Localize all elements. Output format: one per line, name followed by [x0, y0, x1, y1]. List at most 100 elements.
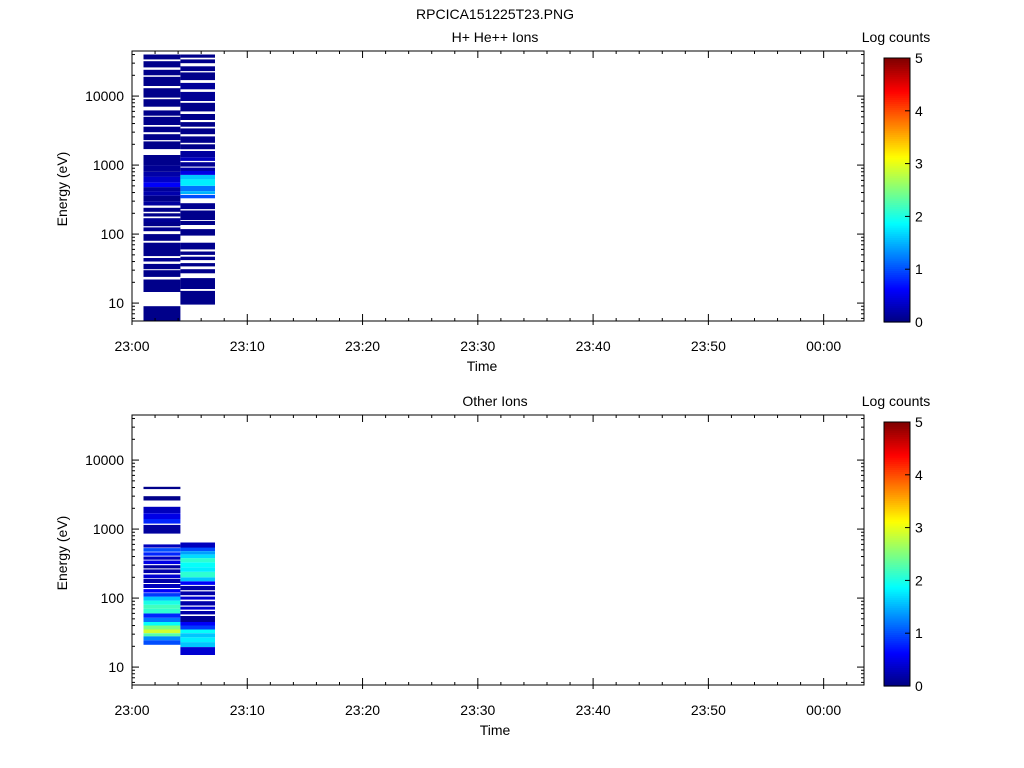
heatmap-cell: [143, 201, 181, 206]
colorbar-segment: [884, 101, 910, 104]
colorbar-segment: [884, 249, 910, 253]
colorbar-segment: [884, 448, 910, 452]
heatmap-cell: [143, 195, 181, 202]
colorbar-segment: [884, 650, 910, 654]
colorbar-segment: [884, 671, 910, 675]
heatmap-cell: [143, 227, 181, 232]
colorbar-segment: [884, 157, 910, 160]
colorbar-segment: [884, 72, 910, 76]
heatmap-cell: [180, 174, 215, 180]
heatmap-cell: [143, 141, 181, 150]
heatmap-cell: [180, 278, 215, 289]
colorbar-segment: [884, 274, 910, 278]
heatmap-cell: [143, 88, 181, 98]
colorbar-segment: [884, 642, 910, 646]
y-tick-label: 10000: [85, 88, 124, 104]
colorbar-segment: [884, 251, 910, 255]
colorbar-segment: [884, 264, 910, 267]
heatmap-cell: [180, 591, 215, 596]
colorbar-segment: [884, 93, 910, 96]
colorbar-segment: [884, 617, 910, 621]
colorbar-segment: [884, 214, 910, 218]
colorbar-segment: [884, 426, 910, 429]
x-tick-label: 23:10: [230, 338, 265, 354]
colorbar-segment: [884, 315, 910, 319]
heatmap-cell: [143, 242, 181, 257]
colorbar-segment: [884, 204, 910, 208]
colorbar-segment: [884, 95, 910, 98]
colorbar-segment: [884, 531, 910, 534]
colorbar-segment: [884, 632, 910, 636]
colorbar-segment: [884, 154, 910, 158]
heatmap-cell: [180, 290, 215, 305]
colorbar-segment: [884, 159, 910, 162]
y-tick-label: 10000: [85, 452, 124, 468]
colorbar-segment: [884, 253, 910, 257]
colorbar-segment: [884, 270, 910, 274]
colorbar-segment: [884, 667, 910, 671]
figure-title: RPCICA151225T23.PNG: [416, 6, 574, 22]
colorbar-segment: [884, 471, 910, 475]
colorbar-segment: [884, 206, 910, 210]
colorbar-segment: [884, 644, 910, 648]
colorbar-segment: [884, 91, 910, 94]
heatmap-cell: [180, 571, 215, 578]
panel-other-ions: Other Ions Log counts Time Energy (eV) 2…: [54, 393, 930, 738]
colorbar-segment: [884, 584, 910, 588]
colorbar-segment: [884, 564, 910, 567]
colorbar-segment: [884, 607, 910, 611]
panel-title: Other Ions: [462, 393, 527, 409]
heatmap-cell: [180, 554, 215, 559]
colorbar-segment: [884, 282, 910, 286]
colorbar-segment: [884, 185, 910, 189]
colorbar-segment: [884, 508, 910, 512]
colorbar-segment: [884, 78, 910, 82]
colorbar-tick-label: 0: [915, 678, 923, 694]
colorbar-segment: [884, 247, 910, 251]
colorbar-segment: [884, 576, 910, 580]
heatmap-cell: [180, 642, 215, 647]
colorbar-segment: [884, 467, 910, 471]
colorbar-segment: [884, 317, 910, 321]
heatmap-cell: [143, 171, 181, 177]
heatmap-cell: [143, 548, 181, 552]
colorbar-segment: [884, 103, 910, 107]
heatmap-cell: [143, 574, 181, 579]
colorbar-segment: [884, 198, 910, 201]
colorbar-segment: [884, 599, 910, 603]
colorbar-segment: [884, 289, 910, 292]
colorbar-segment: [884, 124, 910, 127]
colorbar-segment: [884, 86, 910, 90]
colorbar-segment: [884, 630, 910, 633]
colorbar-segment: [884, 82, 910, 86]
heatmap-cell: [180, 194, 215, 199]
colorbar-segment: [884, 502, 910, 506]
y-axis-label: Energy (eV): [54, 516, 70, 591]
colorbar-segment: [884, 223, 910, 226]
x-tick-label: 00:00: [806, 338, 841, 354]
colorbar-segment: [884, 634, 910, 638]
heatmap-cell: [180, 179, 215, 186]
heatmap-cell: [180, 611, 215, 615]
colorbar-tick-label: 4: [915, 103, 923, 119]
colorbar-segment: [884, 628, 910, 631]
colorbar-segment: [884, 130, 910, 133]
colorbar-segment: [884, 638, 910, 642]
colorbar-segment: [884, 165, 910, 168]
colorbar-segment: [884, 683, 910, 687]
heatmap-cell: [143, 234, 181, 241]
colorbar-segment: [884, 677, 910, 681]
heatmap-cell: [143, 207, 181, 212]
colorbar-segment: [884, 593, 910, 596]
heatmap-cell: [143, 54, 181, 60]
colorbar-segment: [884, 119, 910, 123]
heatmap-cell: [180, 577, 215, 582]
heatmap-cell: [180, 136, 215, 143]
colorbar-segment: [884, 284, 910, 288]
colorbar-segment: [884, 648, 910, 652]
colorbar-segment: [884, 68, 910, 71]
axes: 23:00 23:10 23:20 23:30 23:40 23:50 00:00 10 100…: [85, 414, 865, 718]
colorbar-segment: [884, 58, 910, 61]
heatmap-cell: [143, 110, 181, 116]
x-tick-label: 23:30: [460, 702, 495, 718]
